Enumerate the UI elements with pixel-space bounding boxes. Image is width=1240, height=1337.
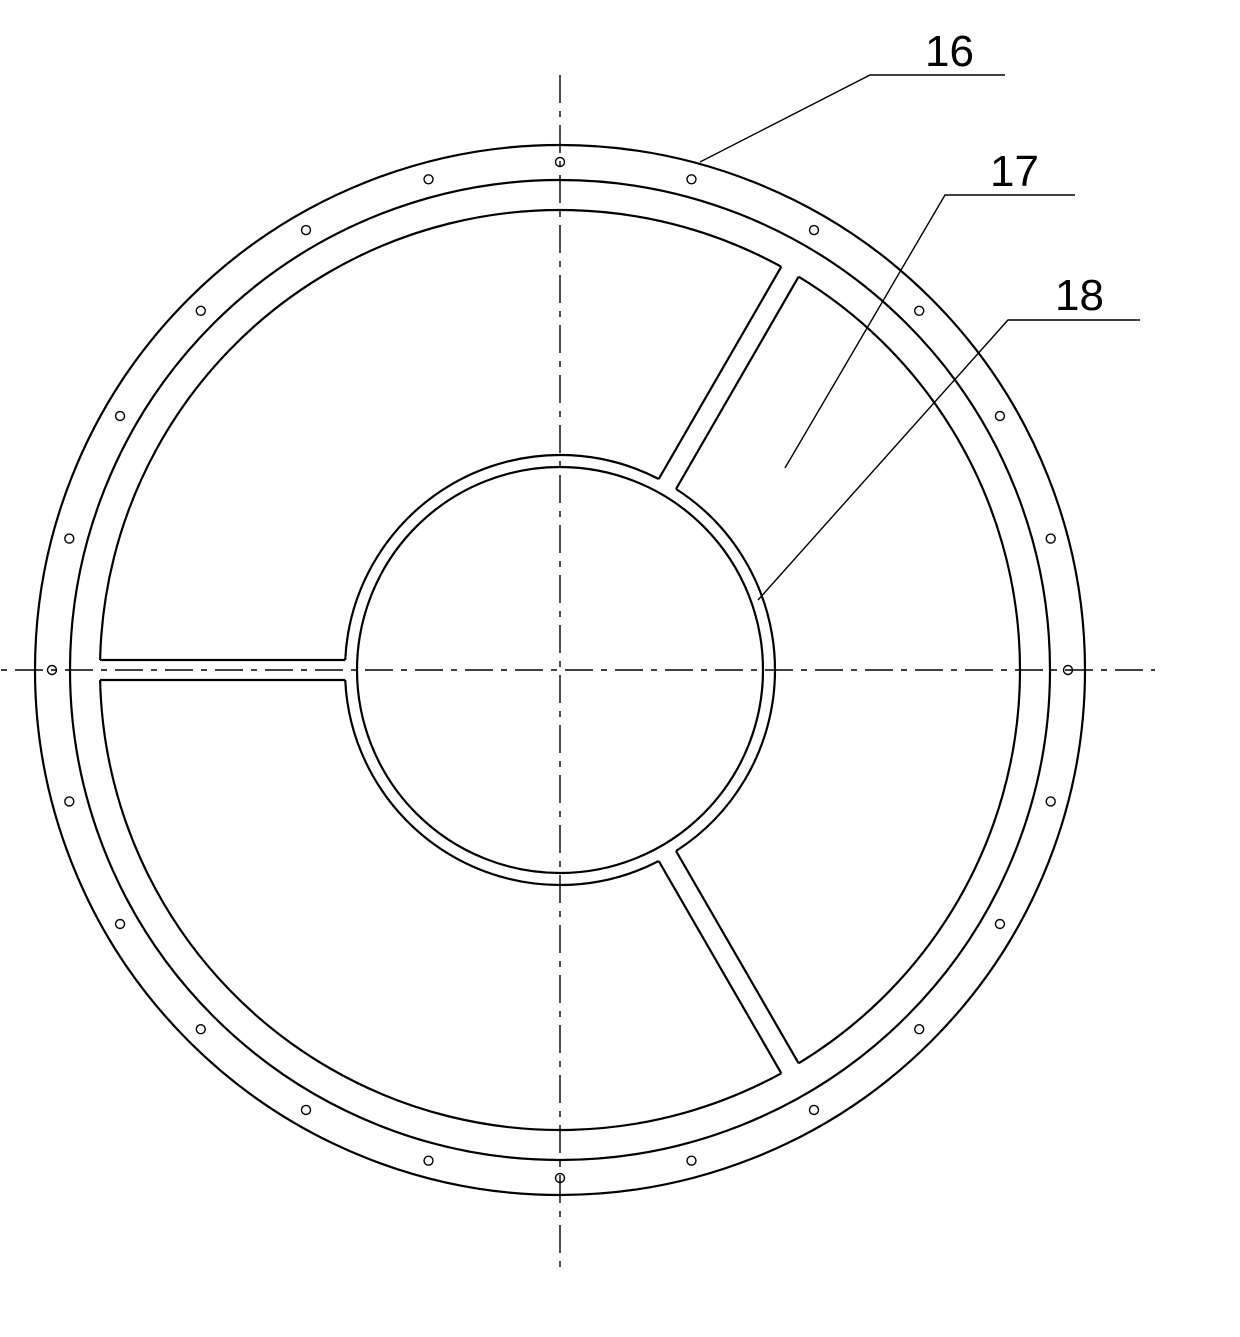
bolt-hole-22 (302, 226, 311, 235)
bolt-hole-21 (196, 306, 205, 315)
bolt-hole-19 (65, 534, 74, 543)
bolt-hole-9 (915, 1025, 924, 1034)
leader-16 (700, 75, 1005, 162)
bolt-hole-3 (915, 306, 924, 315)
leader-18 (758, 320, 1140, 600)
bolt-hole-23 (424, 175, 433, 184)
bolt-hole-16 (116, 920, 125, 929)
label-text-17: 17 (990, 147, 1039, 196)
bolt-hole-13 (424, 1156, 433, 1165)
label-text-16: 16 (925, 27, 974, 76)
spoke-0-b (659, 861, 782, 1073)
leader-17 (785, 195, 1075, 468)
bolt-hole-20 (116, 412, 125, 421)
mid-arc-0 (100, 680, 781, 1130)
bolt-hole-7 (1046, 797, 1055, 806)
bolt-hole-10 (810, 1105, 819, 1114)
bolt-hole-4 (995, 412, 1004, 421)
bolt-hole-14 (302, 1105, 311, 1114)
label-18: 18 (758, 271, 1140, 600)
label-17: 17 (785, 147, 1075, 468)
bolt-hole-2 (810, 226, 819, 235)
label-text-18: 18 (1055, 271, 1104, 320)
bolt-hole-1 (687, 175, 696, 184)
bolt-hole-15 (196, 1025, 205, 1034)
bolt-hole-11 (687, 1156, 696, 1165)
bolt-hole-8 (995, 920, 1004, 929)
spoke-2-a (659, 267, 782, 479)
mid-arc-1 (100, 210, 781, 660)
bolt-hole-5 (1046, 534, 1055, 543)
spoke-0-a (676, 851, 799, 1063)
flange-diagram: 16 17 18 (0, 0, 1240, 1337)
spoke-2-b (676, 277, 799, 489)
bolt-hole-17 (65, 797, 74, 806)
label-16: 16 (700, 27, 1005, 162)
